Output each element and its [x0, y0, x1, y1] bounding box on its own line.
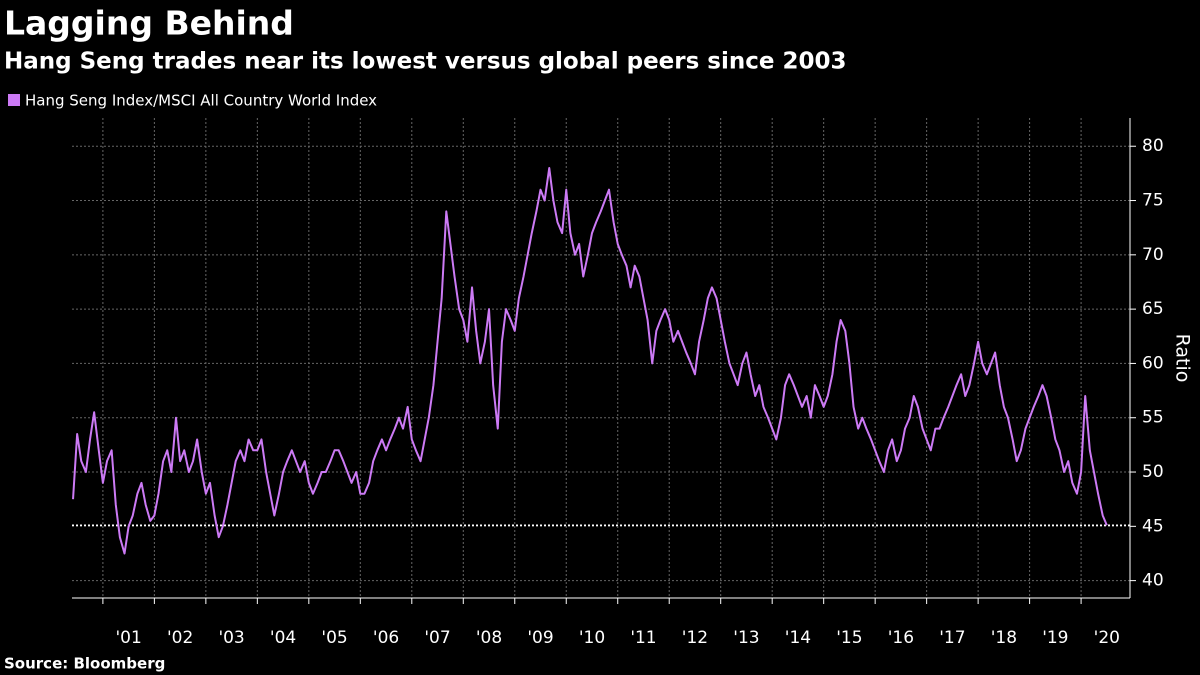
legend-label: Hang Seng Index/MSCI All Country World I… [25, 92, 377, 110]
y-tick-label: 55 [1142, 408, 1164, 428]
x-tick-label: '05 [321, 628, 347, 648]
y-tick-label: 50 [1142, 462, 1164, 482]
legend-swatch [8, 94, 20, 106]
x-tick-label: '10 [579, 628, 605, 648]
x-tick-label: '13 [733, 628, 759, 648]
x-tick-label: '03 [218, 628, 244, 648]
series-line [72, 166, 1108, 555]
x-tick-label: '04 [270, 628, 296, 648]
y-tick-label: 60 [1142, 353, 1164, 373]
x-tick-label: '02 [167, 628, 193, 648]
source: Source: Bloomberg [4, 655, 165, 673]
x-tick-label: '15 [836, 628, 862, 648]
y-tick-label: 75 [1142, 191, 1164, 211]
chart-subtitle: Hang Seng trades near its lowest versus … [4, 49, 847, 75]
x-tick-label: '20 [1094, 628, 1120, 648]
y-tick-label: 70 [1142, 245, 1164, 265]
y-tick-label: 40 [1142, 571, 1164, 591]
y-tick-label: 80 [1142, 136, 1164, 156]
y-tick-label: 65 [1142, 299, 1164, 319]
x-tick-label: '17 [939, 628, 965, 648]
x-tick-label: '09 [527, 628, 553, 648]
x-tick-label: '12 [682, 628, 708, 648]
x-tick-label: '01 [115, 628, 141, 648]
y-tick-label: 45 [1142, 516, 1164, 536]
x-tick-label: '06 [373, 628, 399, 648]
x-tick-label: '08 [476, 628, 502, 648]
x-tick-label: '16 [888, 628, 914, 648]
x-tick-label: '14 [785, 628, 811, 648]
x-tick-label: '19 [1042, 628, 1068, 648]
y-axis-label: Ratio [1172, 334, 1194, 383]
x-tick-label: '11 [630, 628, 656, 648]
x-tick-label: '07 [424, 628, 450, 648]
x-tick-label: '18 [991, 628, 1017, 648]
chart-title: Lagging Behind [4, 4, 294, 43]
